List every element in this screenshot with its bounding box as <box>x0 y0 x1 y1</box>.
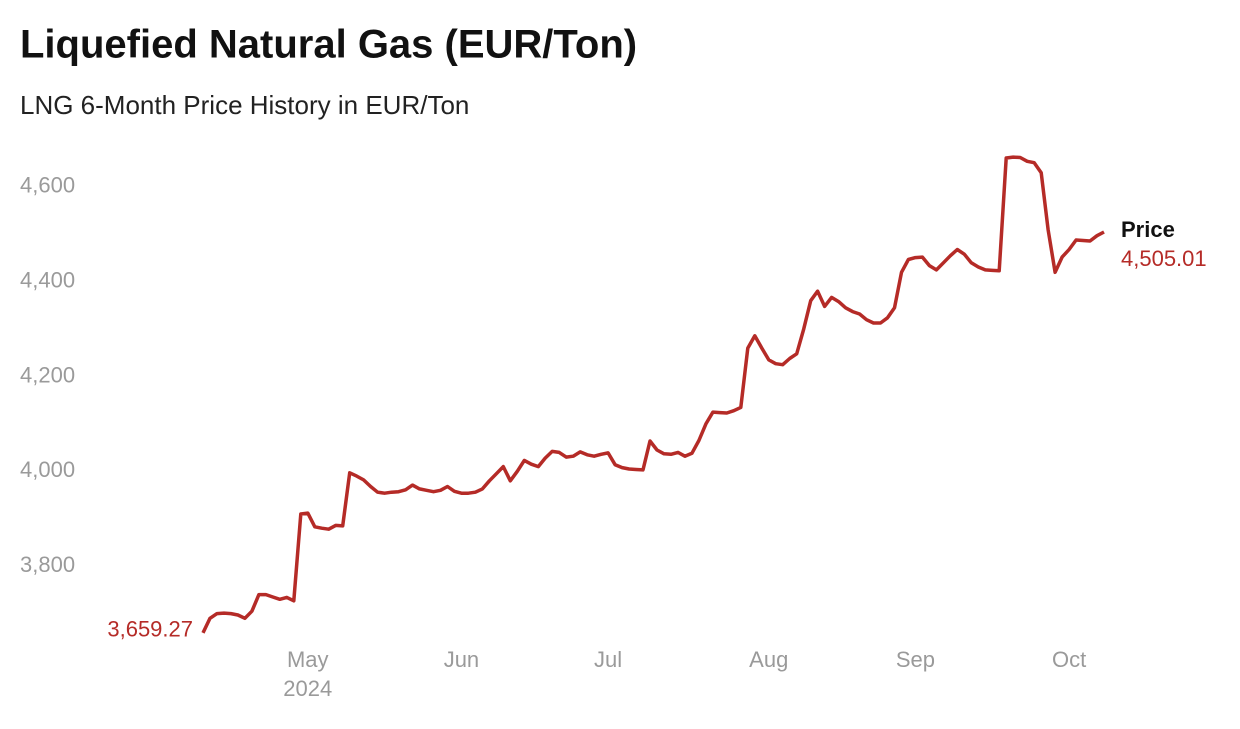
series-name: Price <box>1121 217 1175 242</box>
x-tick-label: Oct <box>1052 647 1086 672</box>
x-tick-label: May <box>287 647 329 672</box>
y-tick-label: 4,400 <box>20 268 75 293</box>
x-tick-sublabel: 2024 <box>283 676 332 701</box>
x-tick-label: Jun <box>444 647 479 672</box>
x-tick-label: Jul <box>594 647 622 672</box>
price-line <box>201 155 1105 634</box>
y-tick-label: 3,800 <box>20 552 75 577</box>
y-tick-label: 4,600 <box>20 173 75 198</box>
x-tick-label: Aug <box>749 647 788 672</box>
chart-title: Liquefied Natural Gas (EUR/Ton) <box>20 23 637 67</box>
chart-subtitle: LNG 6-Month Price History in EUR/Ton <box>20 90 469 120</box>
x-tick-label: Sep <box>896 647 935 672</box>
y-tick-label: 4,000 <box>20 457 75 482</box>
end-value-label: 4,505.01 <box>1121 246 1207 271</box>
y-tick-label: 4,200 <box>20 362 75 387</box>
start-value-label: 3,659.27 <box>107 617 193 642</box>
